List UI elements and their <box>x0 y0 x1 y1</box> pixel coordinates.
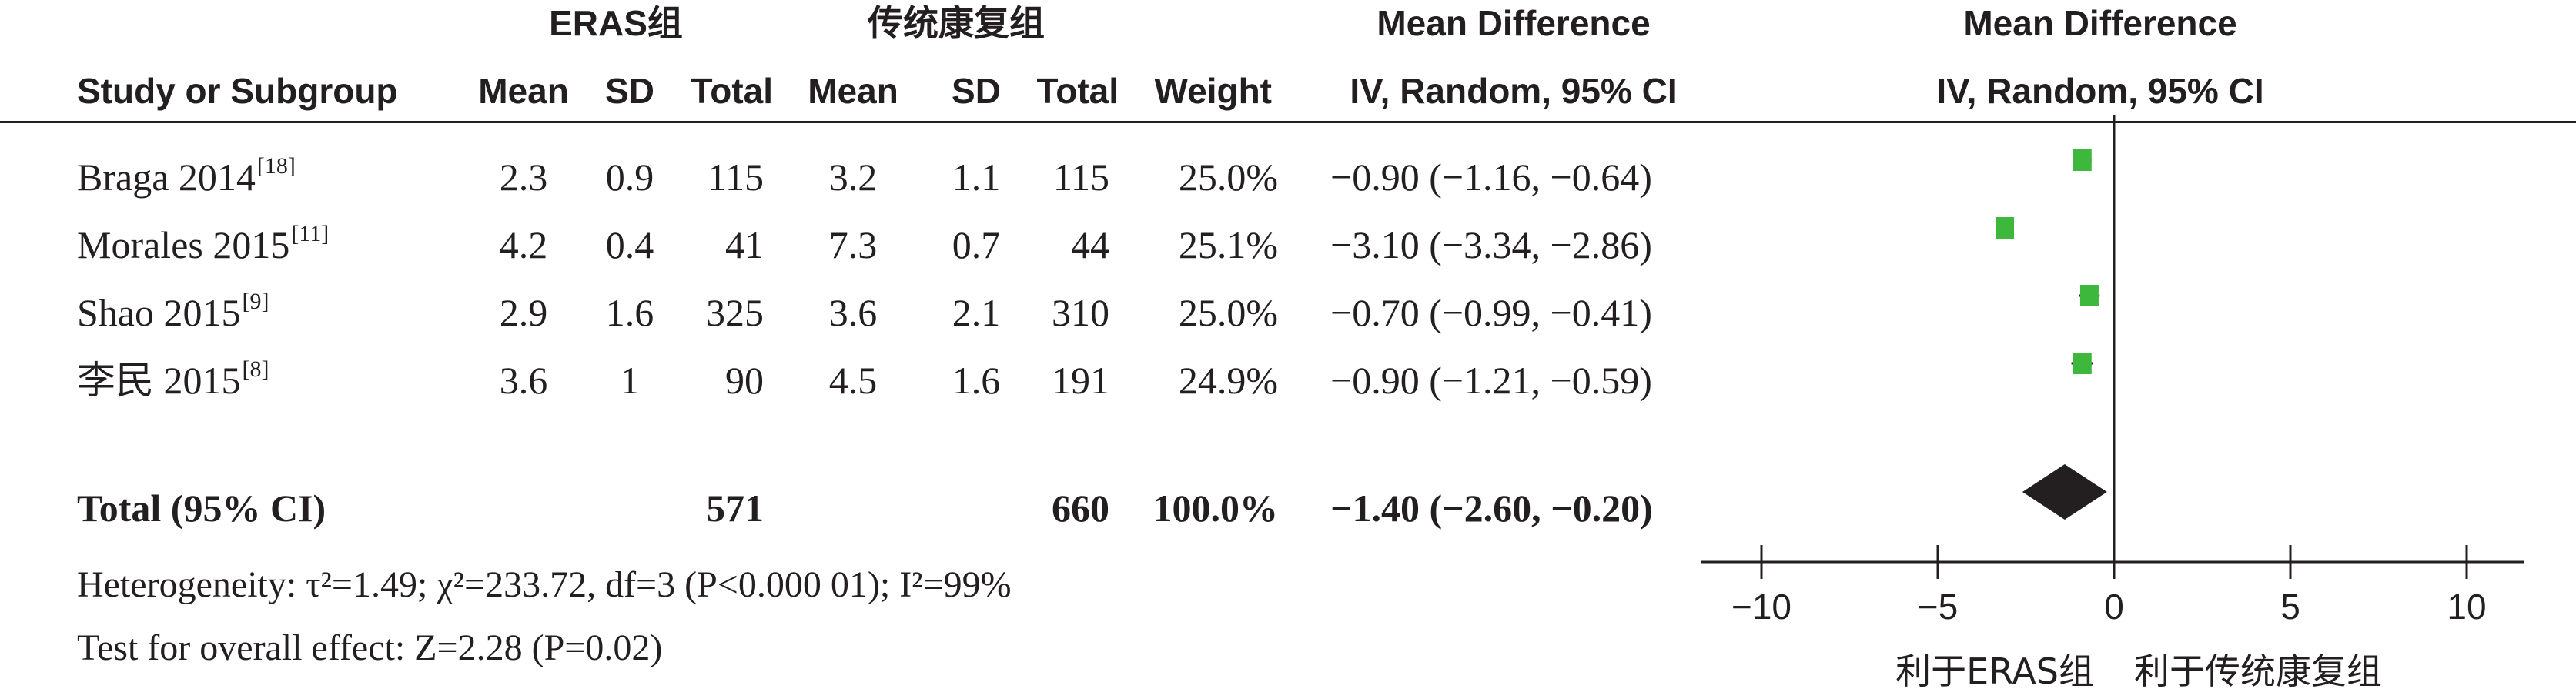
conventional-sd-cell: 1.6 <box>952 359 1001 402</box>
conventional-sd-header: SD <box>952 71 1001 111</box>
pooled-effect-diamond <box>2022 464 2107 520</box>
conventional-total-cell: 191 <box>1052 359 1109 402</box>
conventional-total-cell: 310 <box>1052 291 1109 334</box>
conventional-mean-cell: 3.6 <box>828 291 878 334</box>
study-name-cell: Braga 2014[18] <box>77 153 296 199</box>
pooled-ci-cell: −1.40 (−2.60, −0.20) <box>1330 487 1653 530</box>
eras-total-header: Total <box>691 71 773 111</box>
mean-difference-ci-cell: −3.10 (−3.34, −2.86) <box>1330 223 1652 266</box>
x-axis-tick-label: −5 <box>1918 587 1958 627</box>
x-axis-tick-label: 10 <box>2447 587 2486 627</box>
eras-sd-cell: 0.4 <box>605 223 654 266</box>
table-header: ERAS组 传统康复组 Mean Difference Mean Differe… <box>0 0 2576 131</box>
eras-mean-header: Mean <box>478 71 569 111</box>
favours-eras-label: 利于ERAS组 <box>1895 651 2094 692</box>
study-table: Braga 2014[18] 2.3 0.9 115 3.2 1.1 115 2… <box>0 150 1725 668</box>
eras-group-title: ERAS组 <box>549 3 683 43</box>
conventional-mean-cell: 3.2 <box>828 156 878 199</box>
table-row: 李民 2015[8] 3.6 1 90 4.5 1.6 191 24.9% −0… <box>0 353 1725 407</box>
study-effect-marker <box>2079 285 2099 306</box>
eras-sd-header: SD <box>605 71 654 111</box>
conventional-sd-cell: 0.7 <box>952 223 1001 266</box>
total-weight: 100.0% <box>1153 487 1279 530</box>
mean-difference-ci-cell: −0.90 (−1.21, −0.59) <box>1330 359 1652 402</box>
weight-cell: 25.0% <box>1178 156 1278 199</box>
conventional-group-title: 传统康复组 <box>868 3 1045 43</box>
eras-mean-cell: 2.9 <box>499 291 548 334</box>
forest-plot: −10 −5 0 5 10 利于ERAS组 利于传统康复组 <box>1701 115 2524 692</box>
x-axis-tick-label: 0 <box>2104 587 2124 627</box>
eras-mean-cell: 2.3 <box>499 156 548 199</box>
weight-cell: 25.0% <box>1178 291 1278 334</box>
weight-cell: 25.1% <box>1178 223 1278 266</box>
mean-difference-subtitle: IV, Random, 95% CI <box>1350 71 1678 111</box>
mean-difference-ci-cell: −0.90 (−1.16, −0.64) <box>1330 156 1652 199</box>
eras-total-cell: 90 <box>725 359 764 402</box>
table-row: Morales 2015[11] 4.2 0.4 41 7.3 0.7 44 2… <box>0 218 1725 272</box>
study-effect-marker <box>1996 217 2015 239</box>
x-axis-tick-label: 5 <box>2280 587 2300 627</box>
study-name-cell: 李民 2015[8] <box>77 356 269 402</box>
conventional-mean-header: Mean <box>808 71 898 111</box>
total-row: Total (95% CI) 571 660 100.0% −1.40 (−2.… <box>0 481 1725 535</box>
x-axis-tick-label: −10 <box>1731 587 1791 627</box>
study-effect-marker <box>2073 353 2092 374</box>
eras-mean-cell: 3.6 <box>499 359 548 402</box>
overall-effect-text: Test for overall effect: Z=2.28 (P=0.02) <box>77 627 663 668</box>
table-row: Braga 2014[18] 2.3 0.9 115 3.2 1.1 115 2… <box>0 150 1725 204</box>
conventional-sd-cell: 2.1 <box>952 291 1001 334</box>
eras-sd-cell: 1.6 <box>605 291 654 334</box>
mean-difference-column-title: Mean Difference <box>1377 3 1651 43</box>
study-effect-marker <box>2073 149 2092 171</box>
heterogeneity-text: Heterogeneity: τ²=1.49; χ²=233.72, df=3 … <box>77 564 1012 605</box>
weight-header: Weight <box>1154 71 1272 111</box>
eras-total-cell: 325 <box>706 291 764 334</box>
conventional-sd-cell: 1.1 <box>952 156 1001 199</box>
eras-mean-cell: 4.2 <box>499 223 548 266</box>
eras-total-sum: 571 <box>706 487 764 530</box>
total-label: Total (95% CI) <box>77 487 326 530</box>
eras-sd-cell: 0.9 <box>605 156 654 199</box>
conventional-total-sum: 660 <box>1052 487 1109 530</box>
study-name-cell: Morales 2015[11] <box>77 221 330 266</box>
table-row: Shao 2015[9] 2.9 1.6 325 3.6 2.1 310 25.… <box>0 286 1725 339</box>
header-rule <box>0 121 2576 123</box>
conventional-total-cell: 115 <box>1052 156 1109 199</box>
eras-sd-cell: 1 <box>620 359 640 402</box>
favours-conventional-label: 利于传统康复组 <box>2134 651 2382 692</box>
conventional-mean-cell: 7.3 <box>828 223 878 266</box>
study-column-header: Study or Subgroup <box>77 71 398 111</box>
conventional-total-header: Total <box>1036 71 1119 111</box>
eras-total-cell: 115 <box>707 156 764 199</box>
mean-difference-ci-cell: −0.70 (−0.99, −0.41) <box>1330 291 1652 334</box>
conventional-mean-cell: 4.5 <box>828 359 878 402</box>
study-name-cell: Shao 2015[9] <box>77 289 269 334</box>
conventional-total-cell: 44 <box>1071 223 1109 266</box>
eras-total-cell: 41 <box>725 223 764 266</box>
plot-subtitle: IV, Random, 95% CI <box>1936 71 2264 111</box>
plot-title: Mean Difference <box>1963 3 2237 43</box>
weight-cell: 24.9% <box>1178 359 1278 402</box>
